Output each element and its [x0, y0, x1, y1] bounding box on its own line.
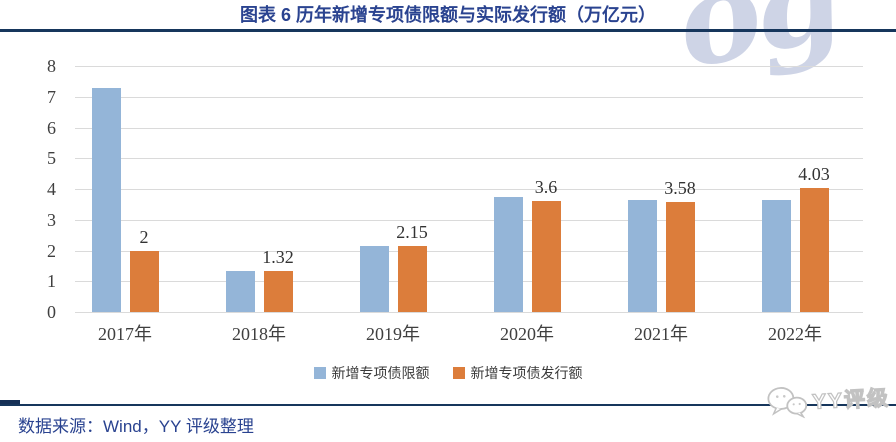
bar-issued-2017年 — [129, 250, 159, 312]
bar-chart-plot: 2 1.32 2.15 3.6 3.58 4.03 — [75, 66, 863, 313]
bar-limit-2021年 — [627, 199, 657, 312]
bar-issued-2019年 — [397, 245, 427, 312]
gridline — [75, 281, 863, 283]
bar-wrap — [761, 199, 791, 312]
bar-group-2021年: 3.58 — [627, 178, 696, 312]
title-divider — [0, 29, 896, 32]
data-label: 3.6 — [534, 177, 558, 198]
bar-wrap: 3.6 — [531, 177, 561, 312]
y-axis-tick-label: 1 — [47, 271, 56, 292]
bar-issued-2021年 — [665, 201, 695, 312]
bar-issued-2018年 — [263, 271, 293, 312]
wechat-logo-icon — [767, 387, 808, 419]
x-axis-baseline — [75, 312, 863, 313]
legend-label: 新增专项债发行额 — [470, 367, 583, 382]
bar-issued-2022年 — [799, 188, 829, 312]
data-label: 2 — [139, 226, 149, 247]
bar-limit-2017年 — [91, 87, 121, 312]
bar-limit-2019年 — [359, 245, 389, 312]
data-label: 4.03 — [798, 164, 830, 185]
bar-wrap: 2 — [129, 227, 159, 312]
legend-item: 新增专项债发行额 — [452, 363, 583, 383]
bar-wrap: 1.32 — [262, 247, 294, 312]
footer-divider — [0, 404, 896, 406]
y-axis-tick-label: 7 — [47, 86, 56, 107]
bar-group-2018年: 1.32 — [225, 247, 294, 312]
bar-wrap — [91, 87, 121, 312]
data-label: 3.58 — [664, 177, 696, 198]
gridline — [75, 250, 863, 252]
x-axis-tick-label: 2019年 — [366, 324, 420, 344]
data-source-note: 数据来源：Wind，YY 评级整理 — [18, 417, 254, 436]
data-label: 1.32 — [262, 247, 294, 268]
watermark-text: YY评级 — [811, 386, 891, 414]
x-axis-tick-label: 2022年 — [768, 324, 822, 344]
bar-limit-2022年 — [761, 199, 791, 312]
legend-item: 新增专项债限额 — [313, 363, 430, 383]
gridline — [75, 96, 863, 98]
chart-legend: 新增专项债限额 新增专项债发行额 — [0, 363, 896, 383]
y-axis-tick-label: 3 — [47, 209, 56, 230]
y-axis-tick-label: 2 — [47, 240, 56, 261]
legend-label: 新增专项债限额 — [331, 367, 430, 382]
bar-limit-2020年 — [493, 196, 523, 312]
bar-wrap — [359, 245, 389, 312]
y-axis-tick-label: 0 — [47, 302, 56, 322]
footer-accent-bar — [0, 400, 20, 406]
bar-group-2022年: 4.03 — [761, 164, 830, 312]
bar-wrap — [225, 270, 255, 312]
bar-wrap: 3.58 — [664, 178, 696, 312]
x-axis-tick-label: 2018年 — [232, 324, 286, 344]
bar-wrap: 2.15 — [396, 222, 428, 312]
gridline — [75, 127, 863, 129]
gridline — [75, 189, 863, 190]
x-axis-tick-label: 2021年 — [634, 324, 688, 344]
x-axis-tick-label: 2017年 — [98, 324, 152, 344]
data-label: 2.15 — [396, 221, 428, 242]
bar-wrap — [627, 199, 657, 312]
bar-wrap: 4.03 — [798, 164, 830, 312]
y-axis-tick-label: 6 — [47, 117, 56, 138]
gridline — [75, 219, 863, 221]
y-axis-tick-label: 4 — [47, 179, 56, 199]
chart-title: 图表 6 历年新增专项债限额与实际发行额（万亿元） — [239, 5, 656, 25]
bar-group-2017年: 2 — [91, 87, 159, 312]
bar-issued-2020年 — [531, 201, 561, 312]
y-axis-tick-label: 5 — [47, 148, 56, 169]
gridline — [75, 158, 863, 160]
y-axis-tick-label: 8 — [47, 56, 56, 76]
x-axis-tick-label: 2020年 — [500, 324, 554, 344]
bar-group-2019年: 2.15 — [359, 222, 428, 312]
watermark-yy-rating: YY评级 — [765, 380, 891, 420]
legend-swatch — [452, 367, 465, 379]
bar-limit-2018年 — [225, 270, 255, 312]
legend-swatch — [313, 367, 326, 379]
gridline — [75, 66, 863, 67]
bar-group-2020年: 3.6 — [493, 177, 561, 312]
bar-wrap — [493, 196, 523, 312]
